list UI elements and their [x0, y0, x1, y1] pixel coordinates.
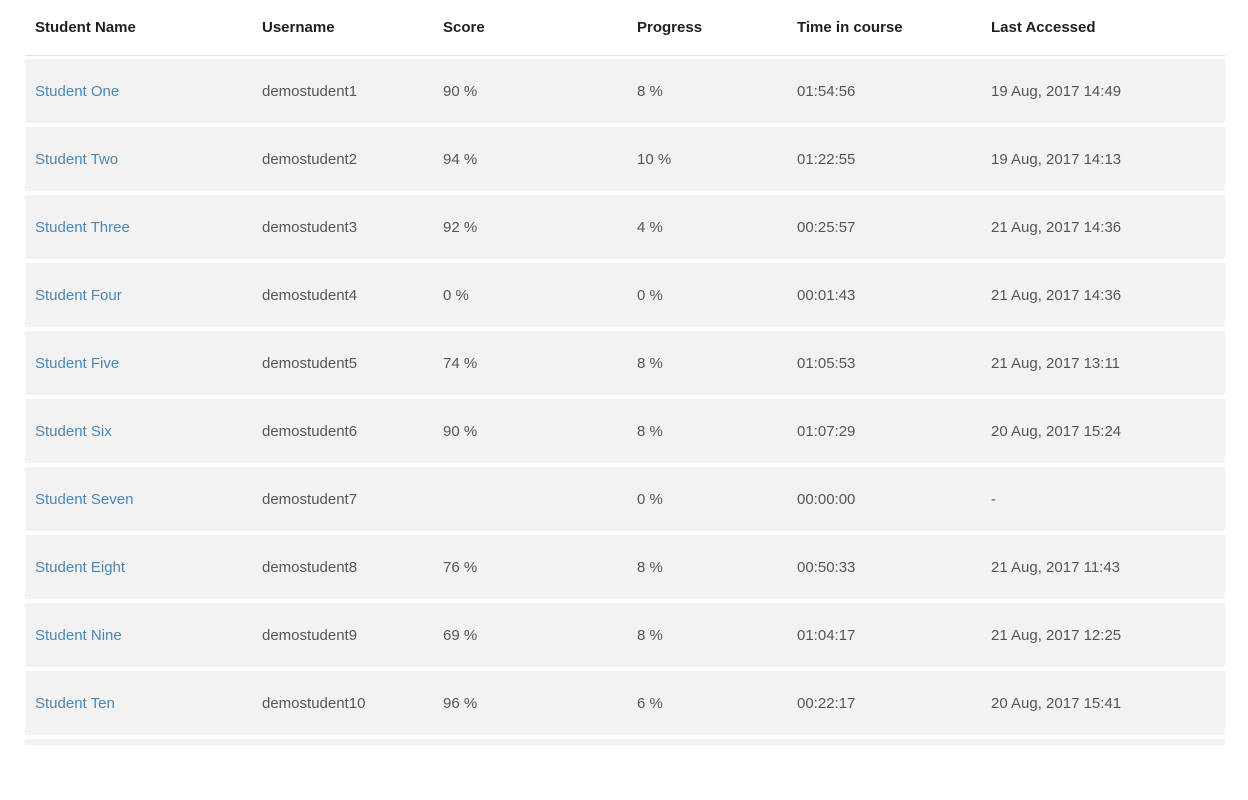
last-accessed-cell: -	[991, 490, 996, 508]
student-name-cell: Student Two	[25, 151, 262, 168]
score-cell: 74 %	[443, 354, 478, 372]
time-in-course-cell: 00:50:33	[797, 558, 856, 576]
student-name-link[interactable]: Student Ten	[35, 694, 115, 712]
progress-cell: 4 %	[637, 218, 663, 236]
last-accessed-cell: 21 Aug, 2017 13:11	[991, 354, 1121, 372]
username-cell: demostudent5	[262, 354, 358, 372]
score-cell: 0 %	[443, 286, 469, 304]
username-cell: demostudent9	[262, 626, 358, 644]
student-name-cell: Student Ten	[25, 695, 262, 712]
username-cell: demostudent3	[262, 218, 358, 236]
last-accessed-cell: 20 Aug, 2017 15:41	[991, 694, 1122, 712]
last-accessed-cell: 19 Aug, 2017 14:13	[991, 150, 1122, 168]
student-name-cell: Student Five	[25, 355, 262, 372]
student-name-link[interactable]: Student Seven	[35, 490, 134, 508]
table-header: Student Name Username Score Progress Tim…	[25, 0, 1225, 56]
column-header-time-in-course: Time in course	[797, 19, 903, 36]
username-cell: demostudent4	[262, 286, 358, 304]
student-name-link[interactable]: Student One	[35, 82, 120, 100]
username-cell: demostudent2	[262, 150, 358, 168]
student-name-link[interactable]: Student Four	[35, 286, 122, 304]
time-in-course-cell: 01:04:17	[797, 626, 856, 644]
last-accessed-cell: 19 Aug, 2017 14:49	[991, 82, 1122, 100]
student-name-link[interactable]: Student Five	[35, 354, 120, 372]
score-cell: 96 %	[443, 694, 478, 712]
progress-cell: 6 %	[637, 694, 663, 712]
progress-cell: 8 %	[637, 422, 663, 440]
score-cell: 90 %	[443, 82, 478, 100]
username-cell: demostudent1	[262, 82, 358, 100]
time-in-course-cell: 01:54:56	[797, 82, 856, 100]
time-in-course-cell: 01:22:55	[797, 150, 856, 168]
column-header-score: Score	[443, 19, 485, 36]
table-row: Student Four demostudent4 0 % 0 % 00:01:…	[25, 263, 1225, 327]
student-table-body: Student One demostudent1 90 % 8 % 01:54:…	[0, 59, 1248, 735]
column-header-last-accessed: Last Accessed	[991, 19, 1096, 36]
student-name-link[interactable]: Student Two	[35, 150, 119, 168]
student-name-cell: Student One	[25, 83, 262, 100]
progress-cell: 0 %	[637, 490, 663, 508]
table-row: Student Six demostudent6 90 % 8 % 01:07:…	[25, 399, 1225, 463]
last-accessed-cell: 20 Aug, 2017 15:24	[991, 422, 1122, 440]
column-header-username: Username	[262, 19, 335, 36]
student-name-cell: Student Six	[25, 423, 262, 440]
progress-cell: 8 %	[637, 354, 663, 372]
time-in-course-cell: 00:00:00	[797, 490, 856, 508]
score-cell: 94 %	[443, 150, 478, 168]
score-cell: 69 %	[443, 626, 478, 644]
time-in-course-cell: 00:22:17	[797, 694, 856, 712]
student-name-cell: Student Eight	[25, 559, 262, 576]
last-accessed-cell: 21 Aug, 2017 14:36	[991, 286, 1122, 304]
column-header-student-name: Student Name	[35, 19, 136, 36]
student-name-cell: Student Three	[25, 219, 262, 236]
score-cell: 92 %	[443, 218, 478, 236]
time-in-course-cell: 01:07:29	[797, 422, 856, 440]
table-row-partial	[25, 739, 1225, 745]
table-row: Student One demostudent1 90 % 8 % 01:54:…	[25, 59, 1225, 123]
table-row: Student Nine demostudent9 69 % 8 % 01:04…	[25, 603, 1225, 667]
student-progress-report: Student Name Username Score Progress Tim…	[0, 0, 1248, 745]
table-row: Student Ten demostudent10 96 % 6 % 00:22…	[25, 671, 1225, 735]
student-name-link[interactable]: Student Nine	[35, 626, 122, 644]
student-name-link[interactable]: Student Three	[35, 218, 130, 236]
last-accessed-cell: 21 Aug, 2017 12:25	[991, 626, 1122, 644]
table-row: Student Two demostudent2 94 % 10 % 01:22…	[25, 127, 1225, 191]
column-header-progress: Progress	[637, 19, 703, 36]
progress-cell: 8 %	[637, 82, 663, 100]
last-accessed-cell: 21 Aug, 2017 11:43	[991, 558, 1121, 576]
time-in-course-cell: 00:25:57	[797, 218, 856, 236]
table-row: Student Seven demostudent7 0 % 00:00:00 …	[25, 467, 1225, 531]
student-name-link[interactable]: Student Eight	[35, 558, 126, 576]
progress-cell: 8 %	[637, 558, 663, 576]
time-in-course-cell: 00:01:43	[797, 286, 856, 304]
student-name-cell: Student Nine	[25, 627, 262, 644]
username-cell: demostudent10	[262, 694, 366, 712]
username-cell: demostudent8	[262, 558, 358, 576]
progress-cell: 0 %	[637, 286, 663, 304]
score-cell: 76 %	[443, 558, 478, 576]
table-row: Student Five demostudent5 74 % 8 % 01:05…	[25, 331, 1225, 395]
student-name-cell: Student Four	[25, 287, 262, 304]
time-in-course-cell: 01:05:53	[797, 354, 856, 372]
table-row: Student Eight demostudent8 76 % 8 % 00:5…	[25, 535, 1225, 599]
username-cell: demostudent7	[262, 490, 358, 508]
score-cell: 90 %	[443, 422, 478, 440]
progress-cell: 10 %	[637, 150, 672, 168]
progress-cell: 8 %	[637, 626, 663, 644]
student-name-link[interactable]: Student Six	[35, 422, 112, 440]
student-name-cell: Student Seven	[25, 491, 262, 508]
username-cell: demostudent6	[262, 422, 358, 440]
table-row: Student Three demostudent3 92 % 4 % 00:2…	[25, 195, 1225, 259]
last-accessed-cell: 21 Aug, 2017 14:36	[991, 218, 1122, 236]
